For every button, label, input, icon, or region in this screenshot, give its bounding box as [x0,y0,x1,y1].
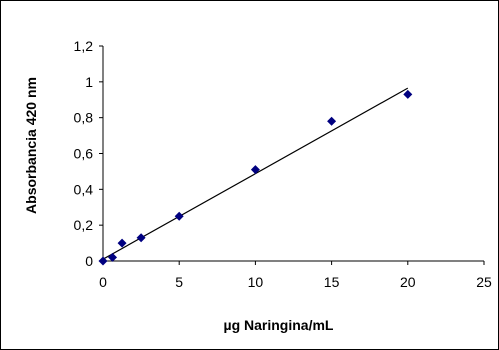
y-tick-label: 1 [85,74,93,90]
data-point [327,116,337,126]
data-point [98,256,108,266]
y-axis-title: Absorbancia 420 nm [23,77,39,214]
y-tick-label: 0 [85,253,93,269]
data-point [250,165,260,175]
x-tick-label: 20 [400,274,416,290]
data-point [403,89,413,99]
x-tick-label: 5 [175,274,183,290]
y-tick-label: 0,8 [74,110,94,126]
x-tick-label: 0 [99,274,107,290]
axes [102,46,484,262]
data-point [117,238,127,248]
x-axis-title: µg Naringina/mL [224,317,334,333]
y-tick-label: 1,2 [74,38,94,54]
y-tick-label: 0,2 [74,217,94,233]
x-tick-label: 15 [324,274,340,290]
x-tick-label: 25 [476,274,492,290]
data-point [108,252,118,262]
x-tick-label: 10 [248,274,264,290]
y-tick-label: 0,6 [74,146,94,162]
data-point [174,211,184,221]
ticks: 0 0,2 0,4 0,6 0,8 1 1,2 0 5 10 15 20 25 [74,38,492,290]
y-tick-label: 0,4 [74,181,94,197]
data-point [136,233,146,243]
data-points [98,89,413,266]
